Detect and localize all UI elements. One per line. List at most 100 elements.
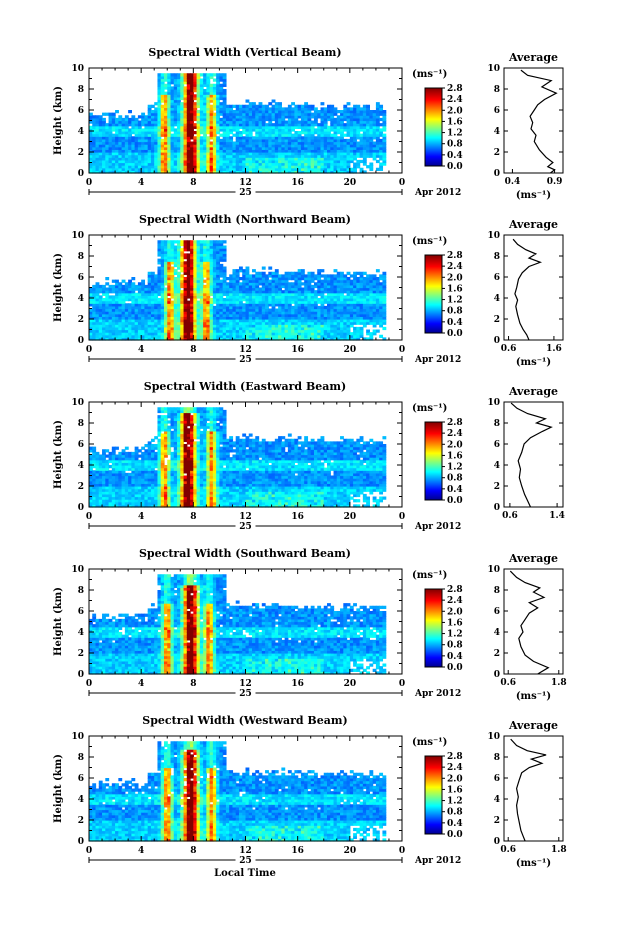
heatmap-cell	[193, 78, 198, 82]
heatmap-cell	[108, 165, 113, 169]
heatmap-cell	[95, 138, 100, 143]
heatmap-cell	[245, 110, 250, 114]
heatmap-cell	[115, 141, 119, 145]
heatmap-cell	[193, 102, 198, 106]
heatmap-cell	[157, 112, 162, 116]
heatmap-cell	[196, 120, 201, 124]
heatmap-cell	[190, 110, 194, 114]
heatmap-cell	[160, 78, 165, 82]
heatmap-cell	[203, 110, 207, 114]
heatmap-cell	[209, 167, 214, 171]
heatmap-cell	[209, 83, 214, 87]
heatmap-cell	[128, 117, 132, 122]
heatmap-cell	[242, 141, 247, 145]
heatmap-cell	[154, 144, 159, 148]
heatmap-cell	[193, 149, 198, 153]
heatmap-cell	[170, 99, 175, 103]
heatmap-cell	[134, 152, 139, 156]
heatmap-cell	[212, 162, 217, 166]
heatmap-cell	[89, 120, 93, 124]
heatmap-cell	[222, 245, 227, 249]
heatmap-cell	[199, 112, 204, 116]
heatmap-cell	[190, 133, 194, 137]
heatmap-cell	[105, 125, 110, 129]
heatmap-cell	[199, 115, 204, 119]
heatmap-cell	[186, 115, 191, 119]
heatmap-cell	[95, 115, 100, 119]
heatmap-cell	[232, 104, 237, 108]
heatmap-cell	[118, 133, 123, 137]
heatmap-cell	[190, 112, 194, 116]
heatmap-cell	[183, 136, 188, 140]
heatmap-cell	[238, 125, 243, 129]
heatmap-cell	[98, 167, 103, 171]
heatmap-cell	[183, 75, 188, 80]
heatmap-cell	[137, 154, 142, 158]
heatmap-cell	[150, 170, 155, 174]
heatmap-cell	[163, 91, 168, 95]
heatmap-cell	[199, 138, 204, 143]
heatmap-cell	[173, 110, 178, 114]
heatmap-cell	[209, 120, 214, 124]
heatmap-cell	[173, 141, 178, 145]
heatmap-cell	[163, 131, 168, 135]
heatmap-cell	[150, 115, 155, 119]
heatmap-cell	[203, 165, 207, 169]
heatmap-cell	[147, 115, 152, 119]
heatmap-cell	[203, 120, 207, 124]
heatmap-cell	[150, 167, 155, 171]
heatmap-cell	[180, 131, 185, 135]
heatmap-cell	[222, 75, 227, 80]
heatmap-cell	[196, 102, 201, 106]
heatmap-cell	[206, 112, 211, 116]
heatmap-cell	[203, 146, 207, 150]
heatmap-cell	[98, 117, 103, 122]
heatmap-cell	[248, 131, 253, 135]
heatmap-cell	[245, 157, 250, 161]
heatmap-cell	[206, 138, 211, 143]
heatmap-cell	[209, 133, 214, 137]
heatmap-cell	[121, 131, 126, 135]
heatmap-cell	[196, 144, 201, 148]
heatmap-cell	[274, 110, 279, 114]
heatmap-cell	[124, 120, 129, 124]
heatmap-cell	[248, 141, 253, 145]
heatmap-cell	[212, 128, 217, 132]
heatmap-cell	[177, 86, 181, 90]
heatmap-cell	[242, 128, 247, 132]
heatmap-cell	[115, 128, 119, 132]
heatmap-cell	[95, 149, 100, 153]
heatmap-cell	[157, 125, 162, 129]
heatmap-cell	[115, 131, 119, 135]
heatmap-cell	[154, 162, 159, 166]
heatmap-cell	[222, 120, 227, 124]
heatmap-cell	[245, 131, 250, 135]
heatmap-cell	[229, 162, 234, 166]
heatmap-cell	[173, 128, 178, 132]
heatmap-cell	[115, 146, 119, 150]
heatmap-cell	[222, 91, 227, 95]
heatmap-cell	[248, 102, 253, 106]
heatmap-cell	[180, 89, 185, 93]
heatmap-cell	[137, 144, 142, 148]
heatmap-cell	[382, 133, 387, 137]
heatmap-cell	[147, 170, 152, 174]
heatmap-cell	[95, 123, 100, 127]
heatmap-cell	[199, 125, 204, 129]
heatmap-cell	[255, 152, 260, 156]
heatmap-cell	[219, 102, 224, 106]
heatmap-cell	[170, 78, 175, 82]
heatmap-cell	[238, 115, 243, 119]
heatmap-cell	[177, 131, 181, 135]
heatmap-cell	[274, 269, 279, 273]
heatmap-cell	[154, 107, 159, 111]
heatmap-cell	[131, 170, 136, 174]
heatmap-cell	[167, 141, 172, 145]
heatmap-cell	[128, 133, 132, 137]
heatmap-cell	[163, 112, 168, 116]
heatmap-cell	[111, 141, 116, 145]
heatmap-cell	[209, 99, 214, 103]
heatmap-cell	[95, 170, 100, 174]
heatmap-cell	[160, 115, 165, 119]
heatmap-cell	[268, 165, 273, 169]
